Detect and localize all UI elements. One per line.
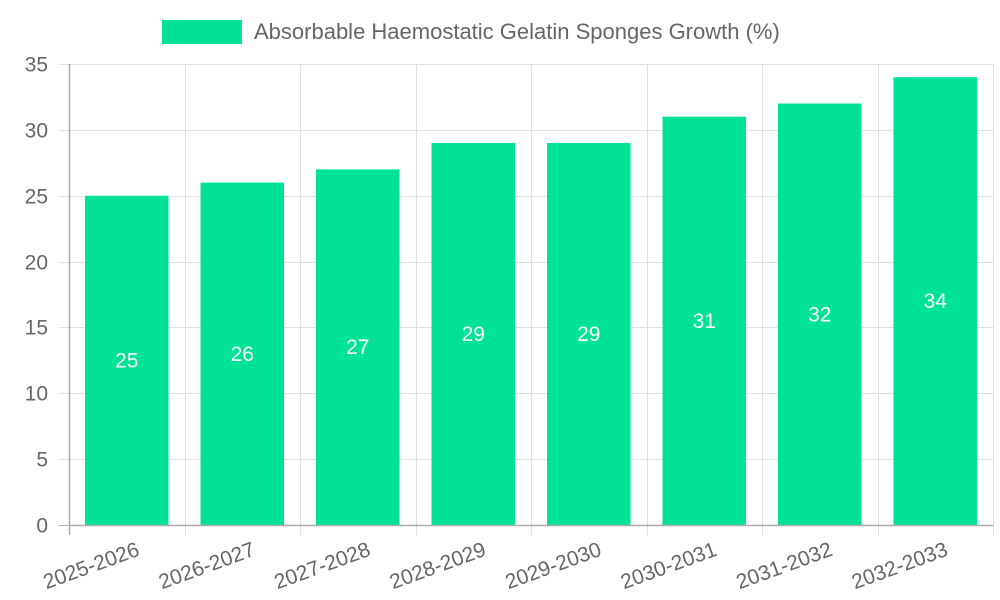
x-tick-label: 2032-2033 (849, 538, 951, 594)
axes (68, 64, 993, 535)
x-tick-label: 2029-2030 (502, 538, 604, 594)
y-tick-label: 15 (25, 317, 48, 340)
y-tick-label: 5 (36, 449, 48, 472)
bar-value-label: 29 (577, 323, 600, 346)
bar-value-label: 31 (693, 310, 716, 333)
bars (85, 77, 978, 526)
bar-value-label: 25 (115, 349, 138, 372)
x-tick-label: 2026-2027 (156, 538, 258, 594)
bar-value-label: 26 (231, 343, 254, 366)
bar-value-label: 34 (924, 290, 948, 313)
bar[interactable] (893, 77, 978, 526)
bar[interactable] (85, 195, 169, 525)
y-tick-label: 25 (25, 186, 48, 209)
bar[interactable] (431, 143, 516, 525)
y-tick-label: 30 (25, 120, 48, 143)
legend-label: Absorbable Haemostatic Gelatin Sponges G… (254, 19, 780, 44)
bar-value-label: 27 (346, 336, 369, 359)
y-tick-label: 35 (25, 54, 48, 77)
y-tick-label: 10 (25, 383, 48, 406)
x-tick-label: 2025-2026 (40, 538, 142, 594)
bar-value-label: 29 (462, 323, 485, 346)
x-tick-label: 2030-2031 (618, 538, 720, 594)
bar[interactable] (778, 103, 862, 525)
x-tick-label: 2028-2029 (387, 538, 489, 594)
bar-value-label: 32 (808, 303, 831, 326)
bar[interactable] (316, 169, 400, 525)
chart-legend[interactable]: Absorbable Haemostatic Gelatin Sponges G… (162, 19, 780, 45)
x-tick-label: 2031-2032 (733, 538, 835, 594)
y-tick-label: 20 (25, 252, 48, 275)
bar[interactable] (547, 143, 631, 525)
bar[interactable] (662, 116, 747, 525)
x-tick-label: 2027-2028 (271, 538, 373, 594)
legend-swatch (162, 20, 242, 44)
y-tick-label: 0 (36, 515, 48, 538)
bar[interactable] (200, 182, 285, 526)
